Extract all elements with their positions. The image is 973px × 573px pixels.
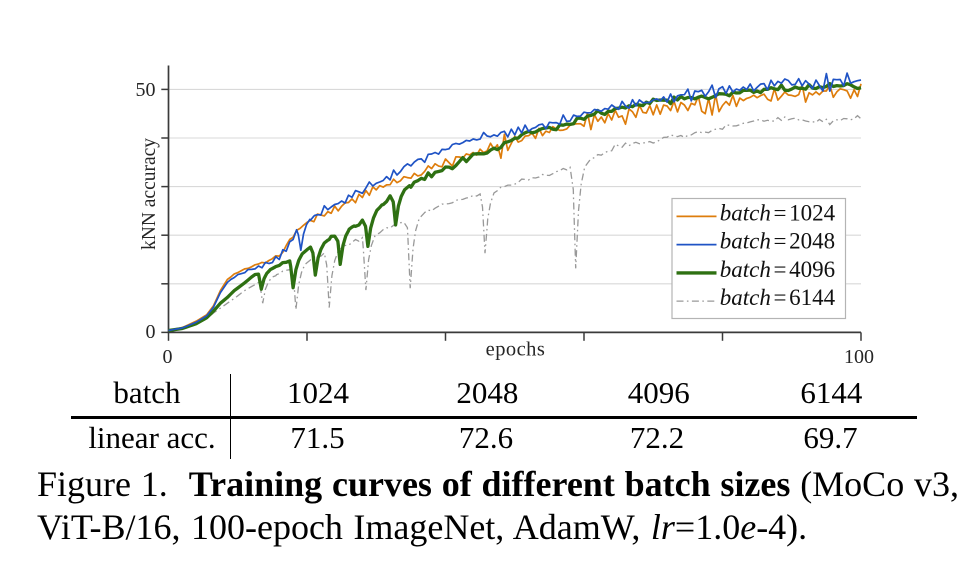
svg-text:0: 0 [146,321,156,343]
svg-text:batch=6144: batch = 6144 [720,285,836,310]
svg-text:0: 0 [163,346,173,368]
svg-text:batch=4096: batch = 4096 [720,257,835,282]
svg-text:50: 50 [136,79,156,101]
svg-text:epochs: epochs [486,339,546,361]
svg-text:batch=2048: batch = 2048 [720,229,835,254]
svg-text:100: 100 [844,346,874,368]
svg-text:batch=1024: batch = 1024 [720,200,836,225]
svg-text:kNN accuracy: kNN accuracy [139,138,160,250]
